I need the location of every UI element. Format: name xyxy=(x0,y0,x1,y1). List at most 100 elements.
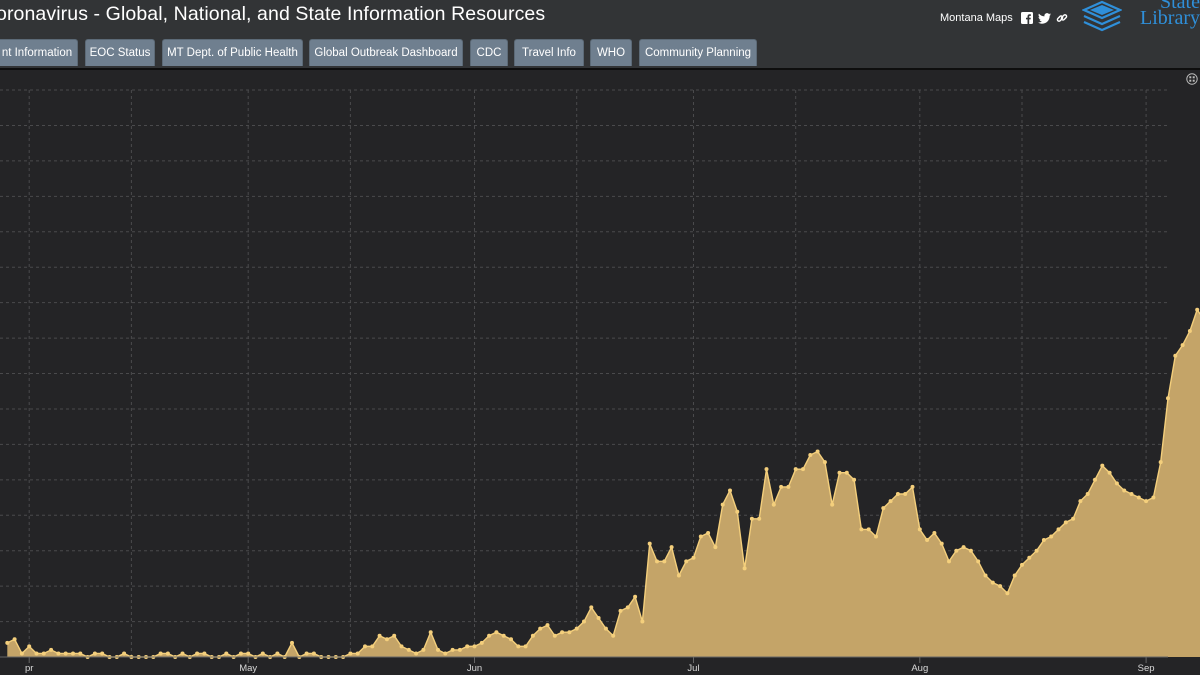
data-point xyxy=(684,559,689,564)
data-point xyxy=(640,619,645,624)
data-point xyxy=(764,467,769,472)
data-point xyxy=(852,477,857,482)
data-point xyxy=(202,651,207,656)
data-point xyxy=(1136,495,1141,500)
data-point xyxy=(530,633,535,638)
data-point xyxy=(19,651,24,656)
tab-mt-dept-public-health[interactable]: MT Dept. of Public Health xyxy=(162,39,303,66)
data-point xyxy=(655,559,659,564)
data-point xyxy=(224,651,229,656)
data-point xyxy=(1020,562,1024,567)
page-header: oronavirus - Global, National, and State… xyxy=(0,0,1200,68)
data-point xyxy=(954,548,959,553)
data-point xyxy=(523,644,528,649)
data-point xyxy=(545,623,550,628)
data-point xyxy=(27,644,32,649)
chart-menu-icon[interactable] xyxy=(1186,73,1198,85)
data-point xyxy=(976,559,981,564)
data-point xyxy=(1078,499,1083,504)
data-point xyxy=(275,651,280,656)
data-point xyxy=(1114,481,1119,486)
data-point xyxy=(917,527,922,532)
data-point xyxy=(1187,328,1192,333)
data-point xyxy=(866,527,871,532)
data-point xyxy=(939,541,944,546)
data-point xyxy=(1180,343,1185,348)
data-point xyxy=(720,502,725,507)
data-point xyxy=(34,651,39,656)
data-point xyxy=(370,644,375,649)
data-point xyxy=(567,630,572,635)
data-point xyxy=(808,453,813,458)
state-library-logo[interactable]: State Library xyxy=(1082,0,1200,34)
data-point xyxy=(516,644,521,649)
data-point xyxy=(874,534,878,539)
data-point xyxy=(647,541,652,546)
header-links: Montana Maps xyxy=(940,8,1073,28)
data-point xyxy=(384,637,389,642)
data-point xyxy=(41,651,46,656)
data-point xyxy=(450,647,455,652)
data-point xyxy=(158,651,163,656)
data-point xyxy=(786,484,791,489)
tab-eoc-status[interactable]: EOC Status xyxy=(85,39,155,66)
data-point xyxy=(582,619,586,624)
data-point xyxy=(501,633,506,638)
data-point xyxy=(603,626,608,631)
data-point xyxy=(1071,516,1076,521)
data-point xyxy=(691,555,696,560)
tab-who[interactable]: WHO xyxy=(590,39,632,66)
data-point xyxy=(1173,353,1178,358)
data-point xyxy=(538,626,543,631)
data-point xyxy=(246,651,251,656)
data-point xyxy=(552,633,557,638)
data-point xyxy=(100,651,105,656)
data-point xyxy=(436,647,440,652)
data-point xyxy=(1012,573,1017,578)
tab-cdc[interactable]: CDC xyxy=(470,39,508,66)
data-point xyxy=(1129,491,1134,496)
link-icon[interactable] xyxy=(1056,12,1068,24)
data-point xyxy=(662,559,667,564)
data-point xyxy=(837,470,842,475)
data-point xyxy=(1056,527,1061,532)
montana-maps-link[interactable]: Montana Maps xyxy=(940,12,1013,24)
facebook-icon[interactable] xyxy=(1020,12,1033,24)
data-point xyxy=(399,644,404,649)
twitter-icon[interactable] xyxy=(1037,12,1051,24)
data-point xyxy=(713,545,718,550)
data-point xyxy=(49,647,54,652)
data-point xyxy=(669,545,674,550)
data-point xyxy=(625,605,630,610)
data-point xyxy=(1049,534,1054,539)
tab-outbreak-information[interactable]: nt Information xyxy=(0,39,78,66)
data-point xyxy=(574,626,579,631)
tab-global-outbreak-dashboard[interactable]: Global Outbreak Dashboard xyxy=(309,39,463,66)
data-point xyxy=(363,644,367,649)
data-point xyxy=(12,637,17,642)
data-point xyxy=(290,640,294,645)
tab-community-planning[interactable]: Community Planning xyxy=(639,39,757,66)
data-point xyxy=(392,633,397,638)
logo-line-1: State xyxy=(1160,0,1200,13)
tab-travel-info[interactable]: Travel Info xyxy=(514,39,584,66)
data-point xyxy=(771,502,776,507)
data-point xyxy=(998,584,1003,589)
data-point xyxy=(706,530,711,535)
logo-text: State Library xyxy=(1120,0,1200,28)
data-point xyxy=(1107,470,1112,475)
data-point xyxy=(611,633,616,638)
data-point xyxy=(676,573,681,578)
data-point xyxy=(596,616,601,621)
data-point xyxy=(735,509,740,514)
data-point xyxy=(1063,520,1068,525)
data-point xyxy=(925,538,930,543)
data-point xyxy=(1158,460,1163,465)
data-point xyxy=(428,630,433,635)
data-point xyxy=(238,651,243,656)
x-tick-label: Jun xyxy=(467,663,482,674)
data-point xyxy=(348,651,353,656)
data-point xyxy=(749,516,754,521)
data-point xyxy=(844,470,849,475)
data-point xyxy=(421,647,426,652)
